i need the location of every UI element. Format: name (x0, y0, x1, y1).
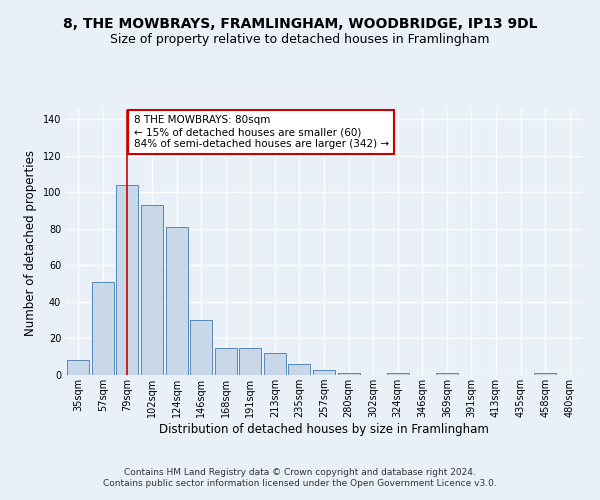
Bar (116, 185, 139, 375)
X-axis label: Distribution of detached houses by size in Framlingham: Distribution of detached houses by size … (159, 423, 489, 436)
Bar (67, 360, 89, 375)
Text: Contains HM Land Registry data © Crown copyright and database right 2024.
Contai: Contains HM Land Registry data © Crown c… (103, 468, 497, 487)
Bar (190, 320, 212, 375)
Bar (313, 370, 335, 375)
Text: Size of property relative to detached houses in Framlingham: Size of property relative to detached ho… (110, 32, 490, 46)
Bar (166, 227, 188, 375)
Bar (239, 348, 262, 375)
Bar (436, 373, 458, 375)
Y-axis label: Number of detached properties: Number of detached properties (24, 150, 37, 336)
Bar (338, 373, 359, 375)
Bar (289, 364, 310, 375)
Bar (92, 282, 114, 375)
Bar (215, 348, 237, 375)
Text: 8, THE MOWBRAYS, FRAMLINGHAM, WOODBRIDGE, IP13 9DL: 8, THE MOWBRAYS, FRAMLINGHAM, WOODBRIDGE… (63, 18, 537, 32)
Bar (141, 205, 163, 375)
Bar (386, 373, 409, 375)
Bar (534, 373, 556, 375)
Text: 8 THE MOWBRAYS: 80sqm
← 15% of detached houses are smaller (60)
84% of semi-deta: 8 THE MOWBRAYS: 80sqm ← 15% of detached … (134, 116, 389, 148)
Bar (264, 353, 286, 375)
